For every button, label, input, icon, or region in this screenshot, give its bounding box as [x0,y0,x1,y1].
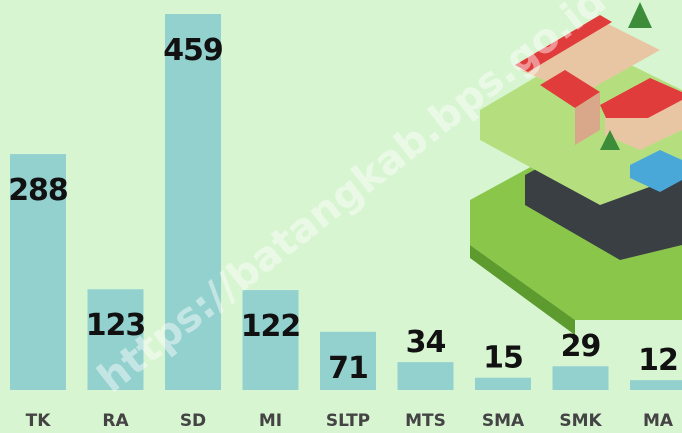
value-label: 15 [483,341,523,376]
x-tick-label: RA [102,411,129,431]
value-label: 29 [561,329,601,364]
value-label: 288 [8,173,68,208]
x-tick-label: TK [26,411,52,431]
value-label: 34 [406,325,446,360]
value-label: 12 [638,343,678,378]
x-tick-label: SMA [482,411,525,431]
x-tick-label: MTS [405,411,446,431]
bar [475,378,531,390]
value-label: 122 [241,309,301,344]
x-tick-label: SMK [559,411,602,431]
value-label: 71 [328,351,368,386]
x-tick-label: SLTP [326,411,370,431]
chart: 288TK123RA459SD122MI71SLTP34MTS15SMA29SM… [0,0,682,433]
x-tick-label: MI [259,411,282,431]
bar [630,380,682,390]
x-tick-label: SD [180,411,206,431]
bar [553,366,609,390]
x-tick-label: MA [643,411,674,431]
bar [398,362,454,390]
value-label: 459 [163,33,223,68]
